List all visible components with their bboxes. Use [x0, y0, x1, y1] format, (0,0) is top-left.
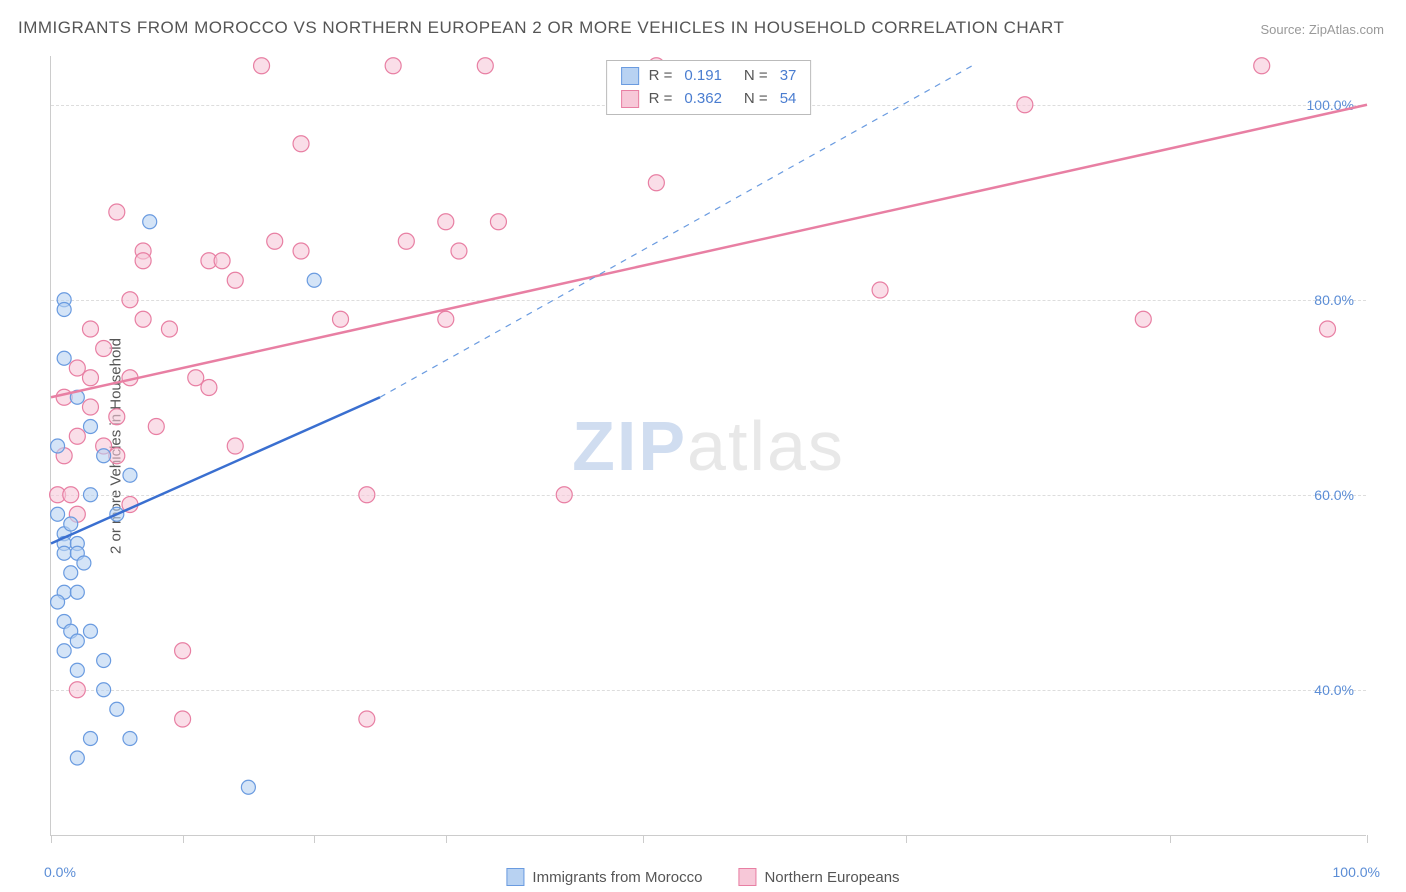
plot-area: ZIPatlas 40.0%60.0%80.0%100.0% R = 0.191… — [50, 56, 1366, 836]
swatch-morocco-icon — [506, 868, 524, 886]
n-value-morocco: 37 — [780, 65, 797, 88]
legend-label-northern: Northern Europeans — [764, 869, 899, 886]
r-label: R = — [649, 88, 673, 111]
legend-item-northern: Northern Europeans — [738, 868, 899, 886]
chart-title: IMMIGRANTS FROM MOROCCO VS NORTHERN EURO… — [18, 18, 1064, 38]
swatch-northern — [621, 90, 639, 108]
series-legend: Immigrants from Morocco Northern Europea… — [506, 868, 899, 886]
r-value-northern: 0.362 — [684, 88, 722, 111]
x-axis-end-label: 100.0% — [1333, 864, 1380, 880]
n-value-northern: 54 — [780, 88, 797, 111]
source-label: Source: ZipAtlas.com — [1260, 22, 1384, 37]
r-label: R = — [649, 65, 673, 88]
stats-legend: R = 0.191 N = 37 R = 0.362 N = 54 — [606, 60, 812, 115]
x-axis-start-label: 0.0% — [44, 864, 76, 880]
stats-row-northern: R = 0.362 N = 54 — [621, 88, 797, 111]
scatter-svg — [51, 56, 1366, 835]
stats-row-morocco: R = 0.191 N = 37 — [621, 65, 797, 88]
swatch-morocco — [621, 67, 639, 85]
n-label: N = — [744, 88, 768, 111]
swatch-northern-icon — [738, 868, 756, 886]
r-value-morocco: 0.191 — [684, 65, 722, 88]
n-label: N = — [744, 65, 768, 88]
legend-item-morocco: Immigrants from Morocco — [506, 868, 702, 886]
legend-label-morocco: Immigrants from Morocco — [532, 869, 702, 886]
